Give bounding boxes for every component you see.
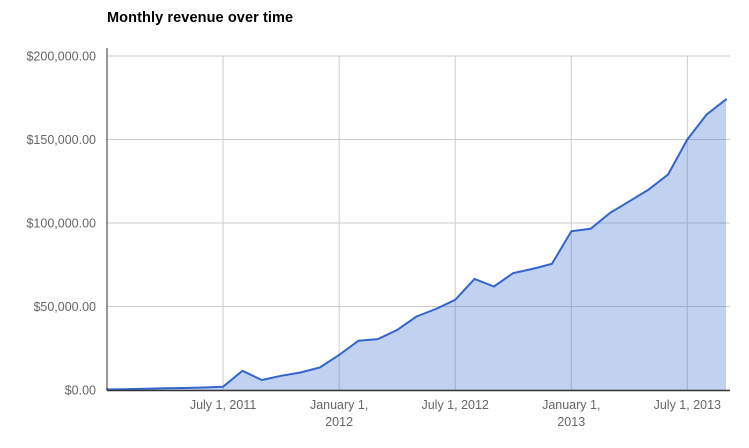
y-tick-label: $150,000.00 xyxy=(26,133,96,147)
x-tick-label: July 1, 2012 xyxy=(421,398,488,412)
revenue-line xyxy=(106,98,727,391)
chart-title: Monthly revenue over time xyxy=(107,10,294,26)
y-tick-label: $50,000.00 xyxy=(33,300,96,314)
x-tick-label: January 1, xyxy=(310,398,368,412)
y-tick-label: $200,000.00 xyxy=(26,50,96,64)
x-tick-label: 2012 xyxy=(325,415,353,429)
revenue-area-fill xyxy=(107,99,726,391)
x-tick-label: January 1, xyxy=(542,398,600,412)
x-tick-label: July 1, 2011 xyxy=(190,398,257,412)
x-tick-label: July 1, 2013 xyxy=(654,398,721,412)
y-tick-label: $0.00 xyxy=(65,384,96,398)
y-tick-label: $100,000.00 xyxy=(26,217,96,231)
x-tick-label: 2013 xyxy=(557,415,585,429)
